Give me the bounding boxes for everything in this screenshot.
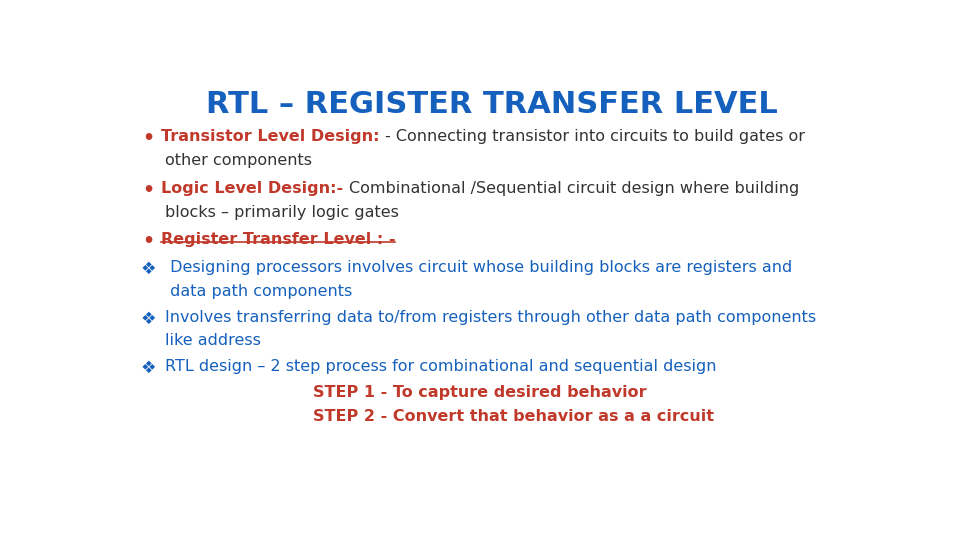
Text: Designing processors involves circuit whose building blocks are registers and: Designing processors involves circuit wh… xyxy=(165,260,792,275)
Text: ❖: ❖ xyxy=(141,310,156,328)
Text: Logic Level Design:-: Logic Level Design:- xyxy=(161,181,348,196)
Text: - Connecting transistor into circuits to build gates or: - Connecting transistor into circuits to… xyxy=(385,129,805,144)
Text: •: • xyxy=(142,232,155,251)
Text: STEP 1 - To capture desired behavior: STEP 1 - To capture desired behavior xyxy=(313,385,647,400)
Text: STEP 2 - Convert that behavior as a a circuit: STEP 2 - Convert that behavior as a a ci… xyxy=(313,409,714,424)
Text: ❖: ❖ xyxy=(141,260,156,278)
Text: RTL – REGISTER TRANSFER LEVEL: RTL – REGISTER TRANSFER LEVEL xyxy=(206,90,778,119)
Text: other components: other components xyxy=(165,153,312,168)
Text: blocks – primarily logic gates: blocks – primarily logic gates xyxy=(165,205,398,219)
Text: RTL design – 2 step process for combinational and sequential design: RTL design – 2 step process for combinat… xyxy=(165,359,716,374)
Text: Register Transfer Level : -: Register Transfer Level : - xyxy=(161,232,396,247)
Text: •: • xyxy=(142,129,155,149)
Text: data path components: data path components xyxy=(165,284,352,299)
Text: •: • xyxy=(142,181,155,200)
Text: Involves transferring data to/from registers through other data path components: Involves transferring data to/from regis… xyxy=(165,310,816,325)
Text: Combinational /Sequential circuit design where building: Combinational /Sequential circuit design… xyxy=(348,181,799,196)
Text: like address: like address xyxy=(165,333,260,348)
Text: Transistor Level Design:: Transistor Level Design: xyxy=(161,129,385,144)
Text: ❖: ❖ xyxy=(141,359,156,377)
